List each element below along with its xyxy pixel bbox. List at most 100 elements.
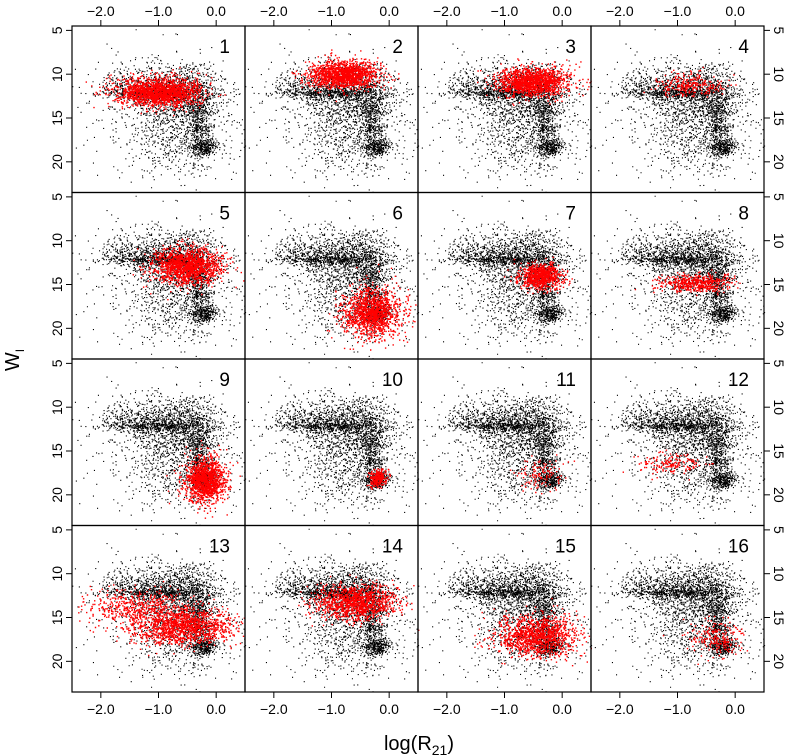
highlight-points-panel-16 — [662, 615, 749, 665]
x-tick-label-top: −1.0 — [664, 3, 692, 19]
highlight-points-panel-2 — [291, 49, 400, 103]
panel-1: 1 — [71, 25, 247, 194]
y-tick-label-right: 10 — [771, 399, 787, 415]
panel-10: 10 — [244, 358, 420, 527]
y-tick-label-right: 5 — [771, 526, 787, 534]
panel-8: 8 — [590, 191, 766, 360]
x-tick-label-top: 0.0 — [206, 3, 226, 19]
y-tick-label-right: 20 — [771, 321, 787, 337]
y-tick-label-right: 20 — [771, 154, 787, 170]
x-tick-label-bottom: 0.0 — [552, 701, 572, 717]
background-points-panel-8 — [591, 195, 766, 360]
y-tick-label-left: 5 — [49, 193, 65, 201]
x-tick-label-bottom: −2.0 — [433, 701, 461, 717]
y-tick-label-left: 15 — [49, 610, 65, 626]
axes: −2.0 −2.0 −1.0 −1.0 0.0 0.0 −2.0 −2.0 −1.0 −1.0 0.… — [49, 3, 787, 717]
panel-3: 3 — [417, 25, 593, 194]
panel-label: 2 — [392, 37, 403, 58]
background-points-panel-12 — [591, 362, 766, 526]
y-tick-label-right: 15 — [771, 110, 787, 126]
y-tick-label-right: 15 — [771, 610, 787, 626]
y-tick-label-left: 10 — [49, 566, 65, 582]
highlight-points-panel-14 — [298, 574, 420, 631]
background-points-panel-1 — [72, 29, 247, 193]
y-tick-label-left: 5 — [49, 26, 65, 34]
highlight-points-panel-9 — [166, 440, 241, 519]
highlight-points-panel-3 — [477, 58, 592, 107]
panel-5: 5 — [71, 191, 247, 360]
x-tick-label-top: 0.0 — [725, 3, 745, 19]
background-points-panel-4 — [591, 29, 766, 193]
x-tick-label-top: −2.0 — [606, 3, 634, 19]
x-tick-label-top: −1.0 — [145, 3, 173, 19]
panel-label: 8 — [738, 204, 749, 225]
y-tick-label-left: 10 — [49, 399, 65, 415]
y-tick-label-right: 20 — [771, 487, 787, 503]
background-points-panel-7 — [418, 195, 593, 360]
panel-4: 4 — [590, 25, 766, 194]
y-tick-label-left: 5 — [49, 359, 65, 367]
highlight-points-panel-6 — [326, 263, 417, 351]
y-tick-label-left: 15 — [49, 110, 65, 126]
background-points-panel-5 — [72, 195, 247, 360]
y-tick-label-right: 5 — [771, 359, 787, 367]
x-tick-label-top: 0.0 — [379, 3, 399, 19]
y-tick-label-left: 20 — [49, 653, 65, 669]
panel-7: 7 — [417, 191, 593, 360]
panel-12: 12 — [590, 358, 766, 527]
panel-14: 14 — [244, 524, 420, 693]
background-points-panel-2 — [245, 29, 420, 193]
panel-label: 15 — [555, 537, 576, 558]
highlight-points-panel-5 — [132, 238, 245, 301]
panel-label: 5 — [219, 204, 230, 225]
y-tick-label-right: 10 — [771, 233, 787, 249]
y-tick-label-left: 5 — [49, 526, 65, 534]
highlight-points-panel-8 — [634, 269, 741, 297]
highlight-points-panel-15 — [474, 597, 592, 667]
x-tick-label-bottom: 0.0 — [206, 701, 226, 717]
x-tick-label-top: −2.0 — [260, 3, 288, 19]
y-tick-label-left: 15 — [49, 443, 65, 459]
panel-label: 13 — [209, 537, 230, 558]
y-tick-label-left: 10 — [49, 233, 65, 249]
background-points-panel-3 — [418, 29, 593, 193]
panel-label: 4 — [738, 37, 749, 58]
highlight-points-panel-12 — [622, 449, 714, 481]
background-points-panel-14 — [245, 528, 420, 693]
panel-label: 7 — [565, 204, 576, 225]
y-tick-label-left: 10 — [49, 66, 65, 82]
x-tick-label-top: −1.0 — [318, 3, 346, 19]
y-tick-label-left: 20 — [49, 487, 65, 503]
panel-9: 9 — [71, 358, 247, 527]
background-points-panel-16 — [591, 528, 766, 693]
panel-label: 9 — [219, 370, 230, 391]
background-points-panel-13 — [72, 528, 247, 693]
y-tick-label-right: 5 — [771, 193, 787, 201]
y-tick-label-left: 20 — [49, 154, 65, 170]
panel-6: 6 — [244, 191, 420, 360]
highlight-points-panel-1 — [85, 67, 226, 117]
y-tick-label-right: 5 — [771, 26, 787, 34]
panel-16: 16 — [590, 524, 766, 693]
y-tick-label-right: 10 — [771, 566, 787, 582]
x-tick-label-bottom: −1.0 — [491, 701, 519, 717]
panel-label: 12 — [728, 370, 749, 391]
panel-label: 10 — [382, 370, 403, 391]
x-axis-title: log(R21) — [384, 733, 454, 756]
y-tick-label-right: 20 — [771, 654, 787, 670]
y-tick-label-right: 15 — [771, 277, 787, 293]
panel-label: 14 — [382, 537, 404, 558]
x-tick-label-bottom: −1.0 — [318, 701, 346, 717]
x-tick-label-top: 0.0 — [552, 3, 572, 19]
x-tick-label-bottom: −2.0 — [606, 701, 634, 717]
x-tick-label-bottom: −2.0 — [87, 701, 115, 717]
y-tick-label-right: 15 — [771, 443, 787, 459]
x-tick-label-bottom: −2.0 — [260, 701, 288, 717]
panel-label: 16 — [728, 537, 749, 558]
y-tick-label-right: 10 — [771, 66, 787, 82]
y-axis-title: WI — [2, 349, 27, 371]
highlight-points-panel-4 — [643, 66, 737, 98]
x-tick-label-bottom: 0.0 — [725, 701, 745, 717]
